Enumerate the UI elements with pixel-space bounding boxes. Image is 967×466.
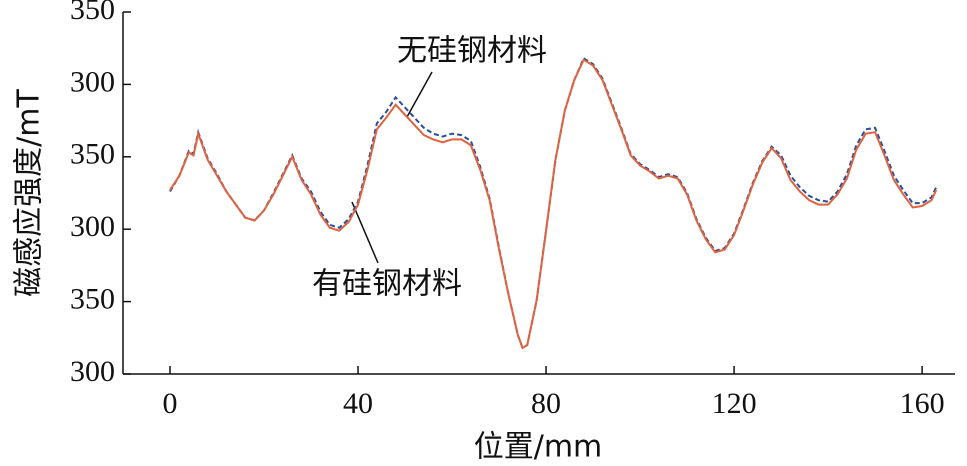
x-tick-label: 40 [343,387,373,420]
y-tick-label: 350 [70,282,115,315]
annotation: 无硅钢材料 [397,34,547,69]
y-tick-label: 300 [70,355,115,388]
annotation: 有硅钢材料 [312,267,462,302]
series-line [169,58,938,350]
leader-line [406,71,433,118]
leader-line [351,201,379,264]
y-tick-label: 350 [70,138,115,171]
x-tick-label: 120 [712,387,757,420]
y-tick-label: 300 [70,210,115,243]
y-axis-label: 磁感应强度/mT [12,88,47,296]
series-line [169,56,938,350]
y-tick-label: 300 [70,65,115,98]
x-tick-label: 0 [163,387,178,420]
x-axis-label: 位置/mm [474,430,603,465]
x-tick-label: 160 [900,387,945,420]
y-tick-label: 350 [70,0,115,26]
x-tick-label: 80 [531,387,561,420]
